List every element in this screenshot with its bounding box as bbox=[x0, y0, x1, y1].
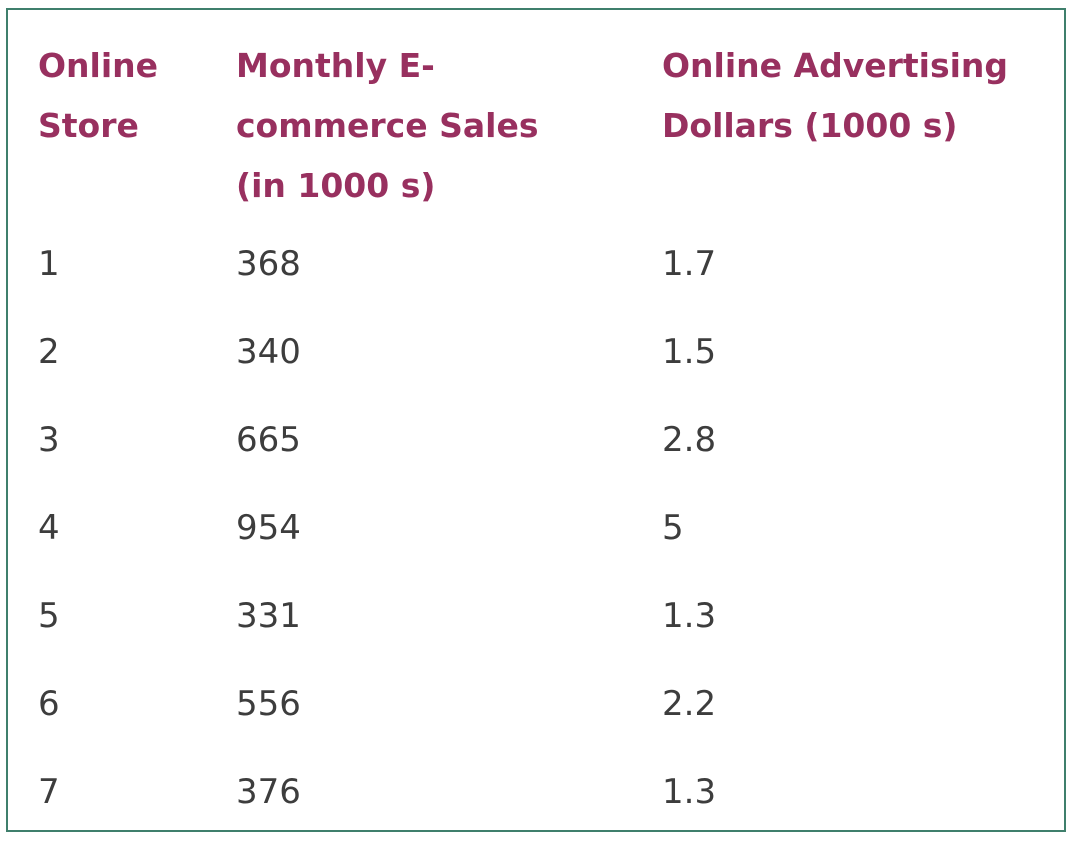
table-row: 6 556 2.2 bbox=[8, 660, 1064, 748]
cell-advertising: 2.8 bbox=[662, 420, 717, 460]
cell-advertising: 1.7 bbox=[662, 244, 717, 284]
cell-advertising: 1.5 bbox=[662, 332, 717, 372]
cell-sales: 376 bbox=[236, 772, 301, 812]
cell-sales: 954 bbox=[236, 508, 301, 548]
data-table: Online Store Monthly E- commerce Sales (… bbox=[6, 8, 1066, 832]
cell-sales: 340 bbox=[236, 332, 301, 372]
cell-store: 4 bbox=[38, 508, 60, 548]
table-body: 1 368 1.7 2 340 1.5 3 665 2.8 4 954 5 5 … bbox=[8, 220, 1064, 836]
cell-advertising: 5 bbox=[662, 508, 684, 548]
cell-advertising: 1.3 bbox=[662, 596, 717, 636]
cell-sales: 556 bbox=[236, 684, 301, 724]
cell-store: 7 bbox=[38, 772, 60, 812]
header-online-advertising-dollars: Online Advertising Dollars (1000 s) bbox=[662, 46, 1009, 145]
header-monthly-ecommerce-sales: Monthly E- commerce Sales (in 1000 s) bbox=[236, 46, 539, 205]
table-row: 7 376 1.3 bbox=[8, 748, 1064, 836]
cell-advertising: 1.3 bbox=[662, 772, 717, 812]
cell-store: 1 bbox=[38, 244, 60, 284]
table-row: 2 340 1.5 bbox=[8, 308, 1064, 396]
table-row: 1 368 1.7 bbox=[8, 220, 1064, 308]
cell-store: 6 bbox=[38, 684, 60, 724]
table-row: 3 665 2.8 bbox=[8, 396, 1064, 484]
cell-advertising: 2.2 bbox=[662, 684, 717, 724]
table-row: 5 331 1.3 bbox=[8, 572, 1064, 660]
table-header-row: Online Store Monthly E- commerce Sales (… bbox=[8, 10, 1064, 220]
cell-store: 5 bbox=[38, 596, 60, 636]
cell-sales: 368 bbox=[236, 244, 301, 284]
cell-store: 2 bbox=[38, 332, 60, 372]
cell-sales: 331 bbox=[236, 596, 301, 636]
table-row: 4 954 5 bbox=[8, 484, 1064, 572]
cell-sales: 665 bbox=[236, 420, 301, 460]
header-online-store: Online Store bbox=[38, 46, 159, 145]
cell-store: 3 bbox=[38, 420, 60, 460]
